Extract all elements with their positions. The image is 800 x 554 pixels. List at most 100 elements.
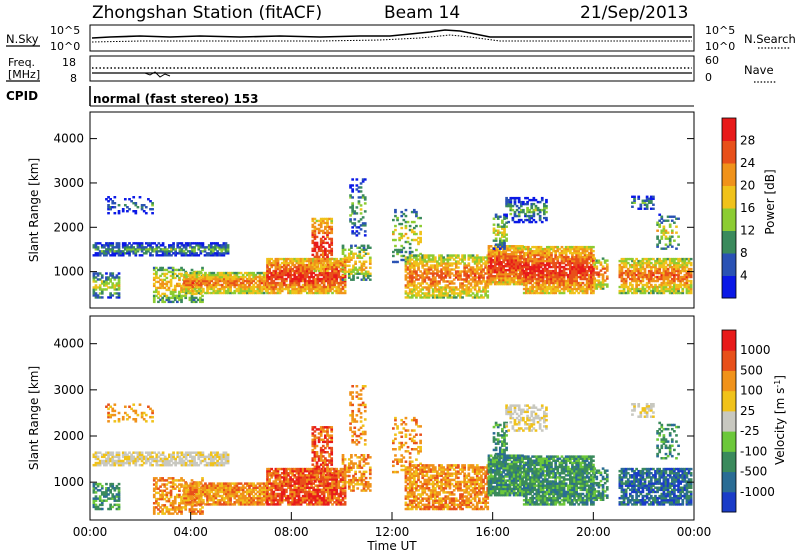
power-cell [316,285,320,289]
power-cell [585,253,589,257]
power-cell [406,268,410,271]
power-cell [326,261,329,265]
power-cell [132,202,136,205]
power-cell [195,285,199,289]
power-cell [313,249,317,253]
power-cell [289,279,292,283]
power-cell [423,256,427,259]
power-cell [408,284,412,287]
power-cell [429,266,433,269]
power-cell [330,239,334,243]
power-cell [361,178,365,181]
power-cell [480,290,483,293]
power-cell [502,282,506,286]
power-cell [404,262,408,265]
power-cell [169,278,173,282]
power-cell [404,278,408,281]
velocity-cell [161,451,165,454]
power-cell [677,217,680,220]
power-cell [171,290,175,294]
power-cell [664,265,668,269]
power-cell [289,289,292,293]
power-cell [664,269,668,273]
power-cell [310,269,313,273]
power-cell [631,275,634,279]
power-cell [171,288,175,292]
power-cell [581,275,585,279]
power-cell [192,298,196,302]
colorbar-frame [721,117,737,299]
power-cell [107,276,110,279]
power-cell [174,254,178,257]
power-cell [333,263,336,267]
power-cell [289,271,292,275]
power-cell [303,287,307,291]
power-cell [639,281,643,285]
velocity-cell [100,459,104,463]
power-cell [343,264,347,267]
velocity-cell [92,497,96,500]
power-cell [577,283,581,287]
power-cell [341,246,345,249]
velocity-cell [149,463,152,467]
power-cell [556,247,560,251]
power-cell [276,267,280,271]
power-cell [438,294,441,297]
power-cell [212,250,215,253]
power-cell [149,200,152,203]
power-cell [262,275,266,279]
power-cell [155,274,158,278]
power-cell [569,265,572,269]
power-cell [303,279,307,283]
power-cell [199,244,203,247]
power-cell [142,246,146,249]
power-cell [503,229,506,232]
power-cell [564,279,568,283]
power-cell [620,285,624,289]
power-cell [624,269,628,273]
power-cell [270,271,274,275]
power-cell [297,289,301,293]
power-cell [444,276,448,279]
power-cell [311,249,315,253]
power-cell [117,276,121,279]
power-cell [417,266,420,269]
velocity-cell [92,484,96,488]
velocity-cell [178,459,182,463]
power-cell [477,258,481,261]
power-cell [227,275,230,279]
power-cell [210,283,214,287]
power-cell [662,257,666,261]
power-cell [429,286,433,289]
power-cell [248,287,251,291]
power-cell [392,232,395,236]
power-cell [438,296,441,299]
power-cell [266,289,269,293]
power-cell [649,269,653,273]
power-cell [404,292,408,295]
power-cell [620,277,624,281]
power-cell [531,265,534,269]
power-cell [454,264,458,267]
power-cell [519,259,522,262]
power-cell [522,291,526,295]
power-cell [502,251,506,254]
power-cell [477,262,481,265]
power-cell [601,265,605,268]
power-cell [404,296,408,299]
power-cell [360,264,364,267]
power-cell [622,283,626,287]
power-cell [587,273,591,277]
power-cell [687,261,691,265]
power-cell [429,284,433,287]
power-cell [528,216,532,220]
power-cell [315,265,319,269]
power-cell [111,276,115,279]
power-cell [436,294,439,297]
power-cell [314,277,318,281]
power-cell [631,277,634,281]
power-cell [480,280,483,283]
power-cell [660,281,664,285]
power-cell [670,257,674,261]
power-cell [199,242,203,245]
